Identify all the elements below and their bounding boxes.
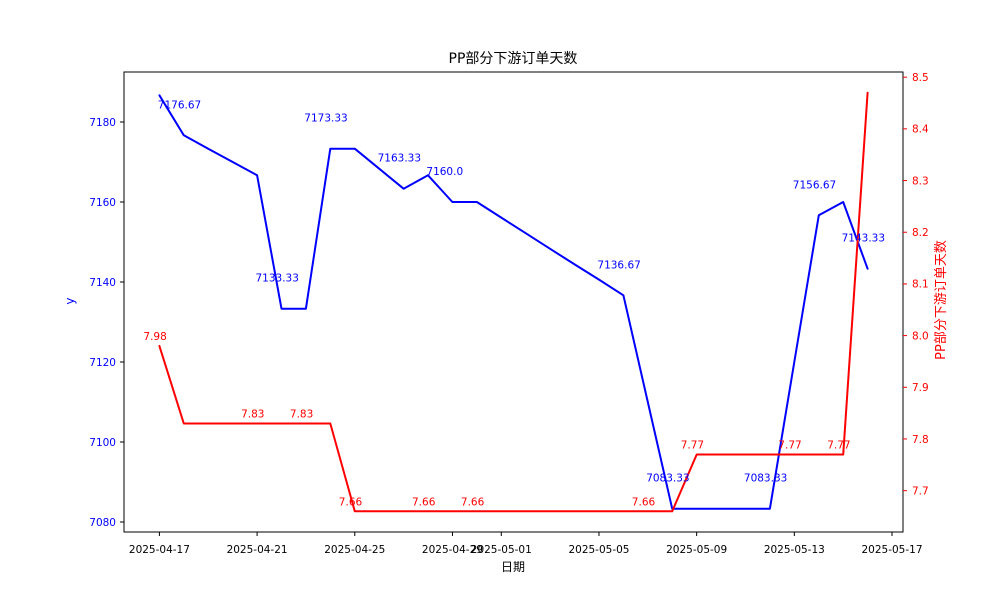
y-left-tick-label: 7140 xyxy=(89,277,116,289)
y-left-tick-label: 7080 xyxy=(89,517,116,529)
y-axis-label-left: y xyxy=(63,297,77,304)
y-left-tick-label: 7160 xyxy=(89,197,116,209)
point-label-left: 7160.0 xyxy=(426,166,463,178)
point-label-right: 7.98 xyxy=(143,331,166,343)
y-right-tick-label: 8.2 xyxy=(912,227,929,239)
x-tick-label: 2025-05-01 xyxy=(471,544,532,556)
y-right-tick-label: 8.3 xyxy=(912,175,929,187)
point-label-right: 7.77 xyxy=(827,440,850,452)
point-label-left: 7083.33 xyxy=(744,473,787,485)
point-label-left: 7136.67 xyxy=(597,259,640,271)
point-label-right: 7.66 xyxy=(632,496,656,508)
point-label-left: 7133.33 xyxy=(256,273,299,285)
y-right-tick-label: 7.7 xyxy=(912,485,929,497)
point-label-left: 7163.33 xyxy=(378,153,421,165)
y-left-tick-label: 7120 xyxy=(89,357,116,369)
point-label-left: 7173.33 xyxy=(304,113,347,125)
point-label-right: 7.66 xyxy=(412,496,436,508)
y-right-tick-label: 8.4 xyxy=(912,124,929,136)
y-left-tick-label: 7180 xyxy=(89,117,116,129)
point-label-right: 7.66 xyxy=(461,496,485,508)
x-tick-label: 2025-05-09 xyxy=(666,544,727,556)
y-right-tick-label: 8.1 xyxy=(912,279,929,291)
point-label-right: 7.83 xyxy=(290,409,313,421)
y-right-tick-label: 8.0 xyxy=(912,330,929,342)
x-tick-label: 2025-05-17 xyxy=(861,544,922,556)
point-label-left: 7143.33 xyxy=(842,233,885,245)
point-label-right: 7.66 xyxy=(339,496,363,508)
point-label-left: 7156.67 xyxy=(793,179,836,191)
x-tick-label: 2025-04-21 xyxy=(227,544,288,556)
point-label-left: 7176.67 xyxy=(158,99,201,111)
plot-area xyxy=(123,71,904,533)
point-label-right: 7.77 xyxy=(681,440,704,452)
x-tick-label: 2025-05-05 xyxy=(568,544,629,556)
series-line-y xyxy=(158,94,869,510)
x-tick-label: 2025-04-17 xyxy=(129,544,190,556)
series-line-pp xyxy=(158,91,869,513)
y-left-tick-label: 7100 xyxy=(89,437,116,449)
point-label-right: 7.77 xyxy=(778,440,801,452)
x-tick-label: 2025-04-29 xyxy=(422,544,483,556)
y-axis-label-right: PP部分下游订单天数 xyxy=(934,240,949,360)
point-label-right: 7.83 xyxy=(241,409,264,421)
y-right-tick-label: 7.9 xyxy=(912,382,929,394)
point-label-left: 7083.33 xyxy=(646,473,689,485)
y-right-tick-label: 8.5 xyxy=(912,72,929,84)
x-tick-label: 2025-04-25 xyxy=(324,544,385,556)
x-axis-label: 日期 xyxy=(501,560,525,574)
chart-title: PP部分下游订单天数 xyxy=(449,51,578,67)
chart-built-content: 2025-04-17 2025-04-21 2025-04-25 2025-04-29… xyxy=(89,71,929,556)
y-right-tick-label: 7.8 xyxy=(912,434,929,446)
x-tick-label: 2025-05-13 xyxy=(764,544,825,556)
